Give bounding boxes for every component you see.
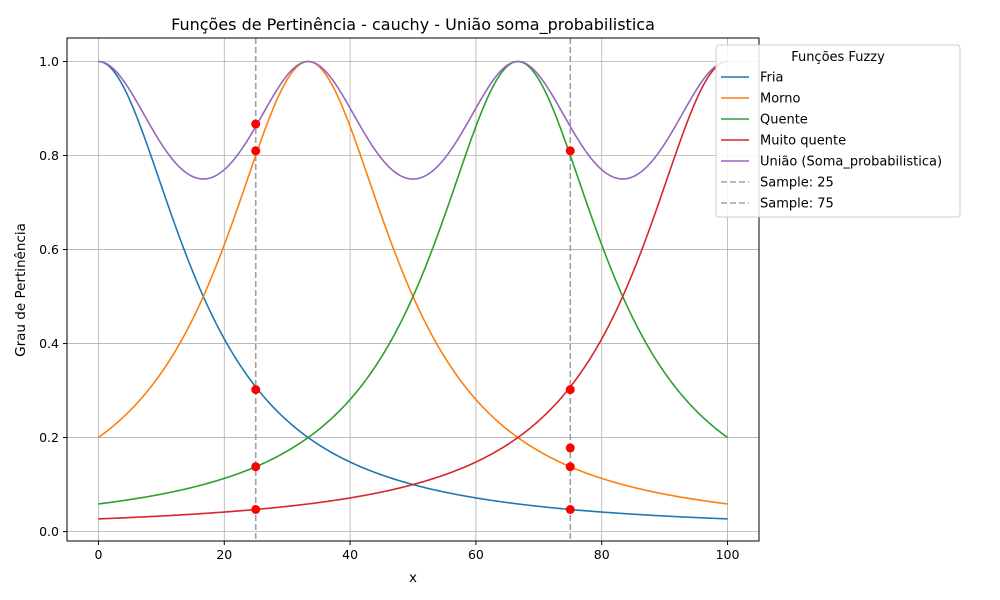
legend-entry: Muito quente: [760, 134, 846, 149]
series-line: [98, 60, 728, 520]
x-axis-label: x: [409, 570, 417, 586]
sample-point: [251, 146, 261, 156]
y-tick-label: 0.8: [39, 148, 59, 163]
legend-entry: Fria: [760, 71, 783, 86]
legend-entry: Morno: [760, 92, 801, 107]
sample-point: [565, 462, 575, 472]
y-tick-label: 1.0: [39, 54, 59, 69]
sample-point: [565, 505, 575, 515]
y-tick-label: 0.0: [39, 524, 59, 539]
x-tick-label: 20: [216, 547, 232, 562]
sample-point: [251, 505, 261, 515]
sample-point: [251, 385, 261, 395]
sample-point: [251, 119, 261, 129]
sample-point: [565, 443, 575, 453]
legend-entry: Sample: 25: [760, 176, 834, 191]
x-tick-label: 0: [94, 547, 102, 562]
legend-box: [715, 44, 961, 218]
grid-lines: [67, 38, 759, 541]
legend-entry: União (Soma_probabilistica): [760, 155, 942, 170]
series-line: [98, 60, 728, 180]
x-tick-label: 80: [594, 547, 610, 562]
sample-point: [251, 462, 261, 472]
sample-point: [565, 146, 575, 156]
x-axis-ticks: 0 20 40 60 80 100: [94, 541, 740, 562]
plot-frame: [66, 37, 760, 542]
x-tick-label: 100: [716, 547, 740, 562]
legend: Funções Fuzzy Fria Morno Quente Muito quent…: [715, 44, 961, 218]
series-line: [98, 60, 728, 520]
x-tick-label: 40: [342, 547, 358, 562]
y-tick-label: 0.2: [39, 430, 59, 445]
sample-point: [565, 385, 575, 395]
x-tick-label: 60: [468, 547, 484, 562]
legend-entry: Quente: [760, 113, 808, 128]
y-tick-label: 0.4: [39, 336, 59, 351]
sample-lines: [254, 38, 572, 541]
chart-title: Funções de Pertinência - cauchy - União …: [171, 15, 655, 35]
y-axis-ticks: 0.0 0.2 0.4 0.6 0.8 1.0: [39, 54, 67, 539]
y-axis-label: Grau de Pertinência: [13, 223, 29, 357]
series-lines: [97, 60, 729, 520]
legend-entry: Sample: 75: [760, 197, 834, 212]
legend-title: Funções Fuzzy: [791, 50, 885, 65]
y-tick-label: 0.6: [39, 242, 59, 257]
sample-markers: [251, 119, 575, 515]
